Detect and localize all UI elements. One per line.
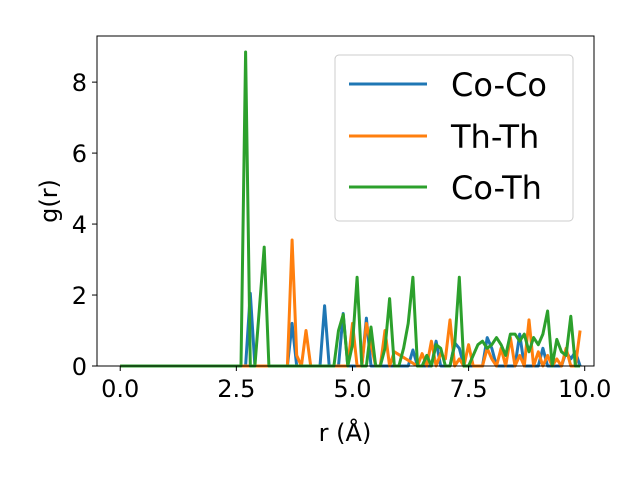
x-axis-ticks: 0.0 2.5 5.0 7.5 10.0 <box>101 366 611 403</box>
legend-label-co-co: Co-Co <box>451 66 547 104</box>
x-tick-label: 7.5 <box>450 375 488 403</box>
y-axis-label: g(r) <box>35 179 63 223</box>
y-tick-label: 0 <box>72 353 87 381</box>
y-tick-label: 6 <box>72 140 87 168</box>
x-tick-label: 2.5 <box>217 375 255 403</box>
x-tick-label: 10.0 <box>558 375 611 403</box>
x-axis-label: r (Å) <box>319 418 372 447</box>
legend-label-th-th: Th-Th <box>450 118 539 156</box>
x-tick-label: 0.0 <box>101 375 139 403</box>
y-tick-label: 2 <box>72 282 87 310</box>
y-tick-label: 4 <box>72 211 87 239</box>
series-layer <box>120 50 582 368</box>
y-axis-ticks: 0 2 4 6 8 <box>72 69 97 381</box>
series-line-co-th <box>120 50 581 368</box>
x-tick-label: 5.0 <box>333 375 371 403</box>
y-tick-label: 8 <box>72 69 87 97</box>
series-line-th-th <box>120 238 582 368</box>
legend-box <box>334 54 574 222</box>
plot-area-frame <box>96 35 595 367</box>
legend-label-co-th: Co-Th <box>451 169 542 207</box>
legend: Co-Co Th-Th Co-Th <box>334 54 574 222</box>
